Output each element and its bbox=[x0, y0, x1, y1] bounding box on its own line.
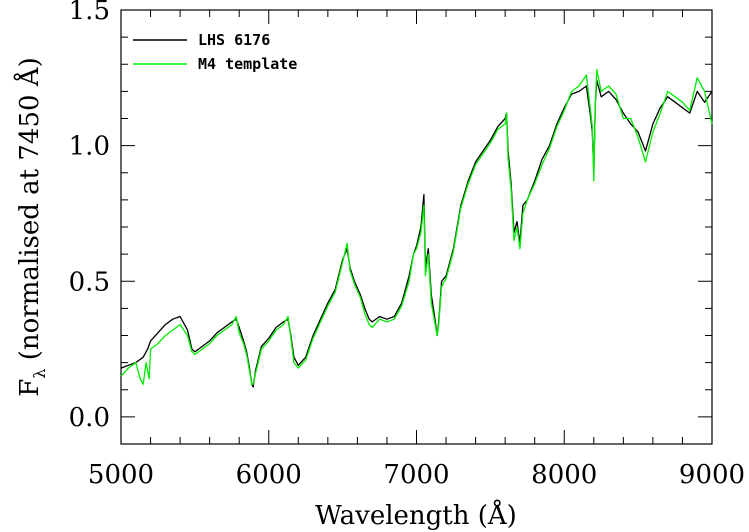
x-tick-label: 5000 bbox=[88, 460, 154, 490]
legend-label-m4-template: M4 template bbox=[198, 55, 297, 73]
y-tick-label: 0.0 bbox=[69, 403, 110, 433]
series-lines bbox=[120, 69, 713, 388]
y-axis-title-rest: (normalised at 7450 Å) bbox=[13, 57, 45, 368]
y-tick-labels: 0.0 0.5 1.0 1.5 bbox=[69, 0, 110, 433]
legend-label-lhs6176: LHS 6176 bbox=[198, 31, 270, 49]
y-tick-label: 1.0 bbox=[69, 132, 110, 162]
y-axis-title-main: F bbox=[15, 379, 45, 397]
x-tick-label: 8000 bbox=[531, 460, 597, 490]
series-line-lhs-6176 bbox=[120, 79, 713, 388]
x-tick-label: 9000 bbox=[679, 460, 745, 490]
legend: LHS 6176 M4 template bbox=[133, 31, 297, 73]
series-line-m4-template bbox=[120, 69, 713, 385]
y-axis-title: Fλ (normalised at 7450 Å) bbox=[13, 57, 49, 396]
axis-ticks bbox=[120, 9, 713, 445]
y-tick-label: 1.5 bbox=[69, 0, 110, 26]
y-axis-title-subscript: λ bbox=[30, 369, 49, 379]
x-tick-labels: 5000 6000 7000 8000 9000 bbox=[88, 460, 745, 490]
x-axis-title: Wavelength (Å) bbox=[315, 499, 517, 531]
plot-frame bbox=[120, 9, 713, 445]
y-tick-label: 0.5 bbox=[69, 267, 110, 297]
x-tick-label: 7000 bbox=[383, 460, 449, 490]
x-tick-label: 6000 bbox=[236, 460, 302, 490]
